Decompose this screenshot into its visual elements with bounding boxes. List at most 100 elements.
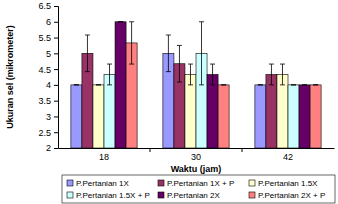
error-bar bbox=[313, 84, 318, 85]
error-bar bbox=[118, 21, 123, 22]
error-cap bbox=[188, 84, 193, 85]
error-cap bbox=[74, 84, 79, 85]
y-tick-mark bbox=[54, 148, 58, 149]
y-tick-label: 2.5 bbox=[38, 128, 51, 138]
error-cap bbox=[199, 84, 204, 85]
bar bbox=[218, 85, 229, 148]
legend-label: P.Pertanian 1X + P bbox=[167, 179, 234, 188]
bar bbox=[115, 22, 126, 148]
error-bar bbox=[210, 64, 215, 85]
y-tick: 4 bbox=[46, 80, 58, 90]
error-bar bbox=[269, 64, 274, 85]
x-tick: 42 bbox=[283, 148, 293, 162]
error-cap bbox=[166, 35, 171, 36]
error-cap bbox=[221, 84, 226, 85]
y-tick: 5.5 bbox=[38, 33, 58, 43]
error-cap bbox=[107, 64, 112, 65]
error-stem bbox=[168, 35, 169, 72]
error-cap bbox=[129, 21, 134, 22]
error-bar bbox=[129, 22, 134, 64]
error-cap bbox=[302, 84, 307, 85]
error-cap bbox=[199, 21, 204, 22]
legend-label: P.Pertanian 1.5X + P bbox=[76, 191, 150, 200]
legend: P.Pertanian 1XP.Pertanian 1X + PP.Pertan… bbox=[62, 175, 335, 203]
y-tick-label: 2 bbox=[46, 143, 51, 153]
bar bbox=[255, 85, 266, 148]
bar bbox=[185, 74, 196, 148]
x-tick-label: 18 bbox=[99, 152, 109, 162]
x-axis-title: Waktu (jam) bbox=[171, 164, 222, 174]
x-axis-line bbox=[59, 148, 335, 149]
error-cap bbox=[85, 35, 90, 36]
error-stem bbox=[271, 64, 272, 85]
y-tick-mark bbox=[54, 69, 58, 70]
error-stem bbox=[282, 64, 283, 85]
y-tick: 5 bbox=[46, 49, 58, 59]
y-tick-mark bbox=[54, 22, 58, 23]
error-cap bbox=[313, 84, 318, 85]
y-tick-label: 6 bbox=[46, 17, 51, 27]
bar bbox=[277, 74, 288, 148]
y-tick-mark bbox=[54, 6, 58, 7]
error-cap bbox=[221, 84, 226, 85]
legend-item: P.Pertanian 2X bbox=[158, 191, 220, 200]
category-separator bbox=[150, 148, 151, 152]
bar bbox=[207, 74, 218, 148]
error-cap bbox=[74, 84, 79, 85]
x-tick: 18 bbox=[99, 148, 109, 162]
x-tick: 30 bbox=[191, 148, 201, 162]
legend-swatch bbox=[249, 192, 255, 198]
error-stem bbox=[87, 35, 88, 72]
bar bbox=[288, 85, 299, 148]
error-stem bbox=[190, 64, 191, 85]
bar bbox=[71, 85, 82, 148]
y-tick: 3 bbox=[46, 112, 58, 122]
error-bar bbox=[177, 45, 182, 82]
error-cap bbox=[129, 64, 134, 65]
legend-label: P.Pertanian 2X bbox=[167, 191, 220, 200]
error-bar bbox=[85, 35, 90, 72]
error-stem bbox=[131, 22, 132, 64]
error-stem bbox=[179, 45, 180, 82]
error-cap bbox=[177, 82, 182, 83]
legend-swatch bbox=[67, 180, 73, 186]
error-cap bbox=[291, 84, 296, 85]
error-stem bbox=[212, 64, 213, 85]
y-tick-mark bbox=[54, 116, 58, 117]
error-cap bbox=[291, 84, 296, 85]
error-cap bbox=[258, 84, 263, 85]
error-bar bbox=[96, 84, 101, 85]
y-axis-title: Ukuran sel (mikrometer) bbox=[5, 25, 15, 129]
error-cap bbox=[96, 84, 101, 85]
error-cap bbox=[118, 21, 123, 22]
error-bar bbox=[166, 35, 171, 72]
y-tick: 2 bbox=[46, 143, 58, 153]
y-tick-label: 3.5 bbox=[38, 96, 51, 106]
error-cap bbox=[210, 84, 215, 85]
category-separator bbox=[242, 148, 243, 152]
y-axis-line bbox=[54, 7, 59, 149]
error-cap bbox=[280, 84, 285, 85]
y-tick-label: 5.5 bbox=[38, 33, 51, 43]
error-stem bbox=[201, 22, 202, 85]
bar bbox=[266, 74, 277, 148]
x-tick-label: 30 bbox=[191, 152, 201, 162]
error-bar bbox=[74, 84, 79, 85]
legend-label: P.Pertanian 2X + P bbox=[258, 191, 325, 200]
error-bar bbox=[188, 64, 193, 85]
error-cap bbox=[269, 64, 274, 65]
error-bar bbox=[302, 84, 307, 85]
y-tick: 6.5 bbox=[38, 1, 58, 11]
y-tick-label: 6.5 bbox=[38, 1, 51, 11]
legend-swatch bbox=[67, 192, 73, 198]
error-bar bbox=[258, 84, 263, 85]
legend-item: P.Pertanian 2X + P bbox=[249, 191, 325, 200]
legend-item: P.Pertanian 1X + P bbox=[158, 179, 234, 188]
error-cap bbox=[280, 64, 285, 65]
y-tick: 4.5 bbox=[38, 64, 58, 74]
y-tick-mark bbox=[54, 101, 58, 102]
error-bar bbox=[280, 64, 285, 85]
y-tick-mark bbox=[54, 132, 58, 133]
legend-item: P.Pertanian 1.5X bbox=[249, 179, 318, 188]
error-bar bbox=[221, 84, 226, 85]
